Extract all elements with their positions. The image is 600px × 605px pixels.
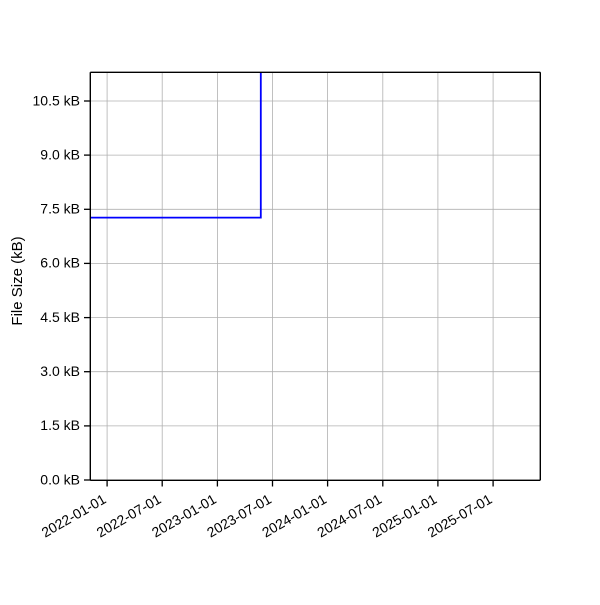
svg-text:6.0 kB: 6.0 kB <box>40 255 80 271</box>
svg-text:3.0 kB: 3.0 kB <box>40 363 80 379</box>
svg-text:4.5 kB: 4.5 kB <box>40 309 80 325</box>
svg-text:10.5 kB: 10.5 kB <box>33 92 80 108</box>
svg-text:9.0 kB: 9.0 kB <box>40 146 80 162</box>
svg-text:File Size (kB): File Size (kB) <box>9 236 26 325</box>
svg-text:1.5 kB: 1.5 kB <box>40 417 80 433</box>
svg-text:7.5 kB: 7.5 kB <box>40 201 80 217</box>
svg-text:0.0 kB: 0.0 kB <box>40 471 80 487</box>
